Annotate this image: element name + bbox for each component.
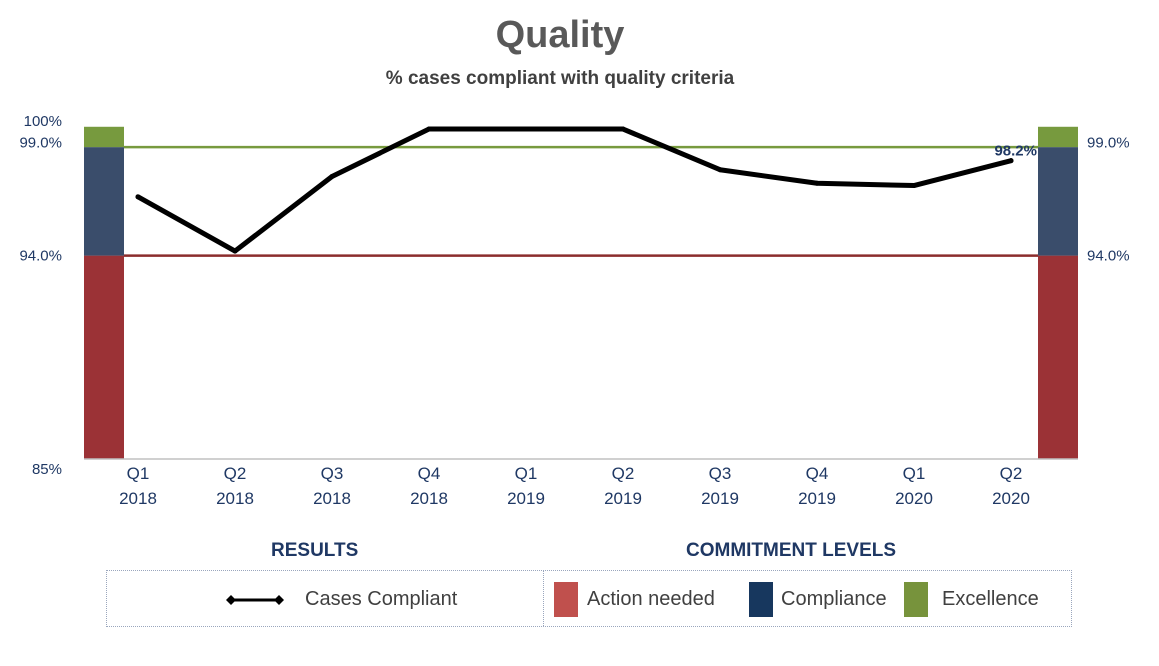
x-tick-label-year: 2020 (895, 489, 933, 508)
commitment-levels-heading: COMMITMENT LEVELS (686, 540, 897, 561)
x-tick-label-year: 2018 (410, 489, 448, 508)
data-point (620, 126, 626, 132)
data-point (232, 248, 238, 254)
chart-title: Quality (495, 14, 625, 56)
right-action-needed-band (1038, 255, 1078, 459)
x-tick-label-quarter: Q3 (321, 464, 344, 483)
x-axis-labels: Q1 2018 Q2 2018 Q3 2018 Q4 2018 Q1 2019 Q2 2019 Q3 20… (119, 464, 1030, 508)
legend-cases-compliant: Cases Compliant (305, 588, 458, 610)
data-labels: 98.2% (994, 143, 1037, 160)
data-point (329, 174, 335, 179)
x-tick-label-year: 2019 (604, 489, 642, 508)
data-point (523, 126, 529, 132)
data-point (1008, 158, 1014, 164)
x-tick-label-quarter: Q1 (127, 464, 150, 483)
data-point (911, 183, 917, 189)
data-point (717, 167, 723, 173)
right-compliance-band (1038, 147, 1078, 256)
right-excellence-band (1038, 126, 1078, 148)
x-tick-label-year: 2018 (313, 489, 351, 508)
results-heading: RESULTS (271, 540, 359, 561)
x-tick-label-quarter: Q4 (806, 464, 829, 483)
x-tick-label-year: 2020 (992, 489, 1030, 508)
x-tick-label-quarter: Q2 (612, 464, 635, 483)
left-axis-tick-label: 94.0% (19, 248, 62, 265)
data-point (426, 126, 432, 132)
x-tick-label-quarter: Q1 (903, 464, 926, 483)
left-axis-tick-label: 85% (32, 461, 62, 478)
excellence-swatch (904, 582, 928, 617)
legend-excellence: Excellence (942, 588, 1039, 610)
line-marker-icon (226, 595, 284, 605)
data-point (135, 194, 141, 200)
legend: Cases Compliant Action needed Compliance… (106, 570, 1072, 627)
left-action-needed-band (84, 255, 124, 459)
right-axis-tick-label: 94.0% (1087, 248, 1130, 265)
action-needed-swatch (554, 582, 578, 617)
legend-action-needed: Action needed (587, 588, 715, 610)
chart-svg: 100% 99.0% 94.0% 85% 99.0% 94.0% Q1 2018 Q2 201… (19, 113, 1130, 508)
x-tick-label-year: 2019 (507, 489, 545, 508)
chart-subtitle: % cases compliant with quality criteria (385, 68, 735, 89)
data-point (814, 180, 820, 186)
data-label: 98.2% (994, 143, 1037, 160)
x-tick-label-quarter: Q1 (515, 464, 538, 483)
x-tick-label-quarter: Q2 (1000, 464, 1023, 483)
x-tick-label-year: 2019 (798, 489, 836, 508)
compliance-swatch (749, 582, 773, 617)
threshold-lines (124, 145, 1038, 257)
commitment-bands (84, 126, 1078, 459)
x-tick-label-quarter: Q3 (709, 464, 732, 483)
x-tick-label-year: 2018 (216, 489, 254, 508)
x-tick-label-quarter: Q4 (418, 464, 441, 483)
legend-results: Cases Compliant (107, 571, 544, 626)
x-tick-label-year: 2018 (119, 489, 157, 508)
legend-compliance: Compliance (781, 588, 887, 610)
data-points (135, 126, 1014, 254)
cases-compliant-line (135, 126, 1014, 254)
legend-commitment-levels: Action needed Compliance Excellence (544, 571, 1071, 626)
x-tick-label-quarter: Q2 (224, 464, 247, 483)
left-compliance-band (84, 147, 124, 256)
right-axis-labels: 99.0% 94.0% (1087, 135, 1130, 265)
left-axis-tick-label: 99.0% (19, 135, 62, 152)
right-axis-tick-label: 99.0% (1087, 135, 1130, 152)
x-tick-label-year: 2019 (701, 489, 739, 508)
left-axis-tick-label: 100% (24, 113, 62, 130)
left-excellence-band (84, 126, 124, 148)
left-axis-labels: 100% 99.0% 94.0% 85% (19, 113, 62, 478)
